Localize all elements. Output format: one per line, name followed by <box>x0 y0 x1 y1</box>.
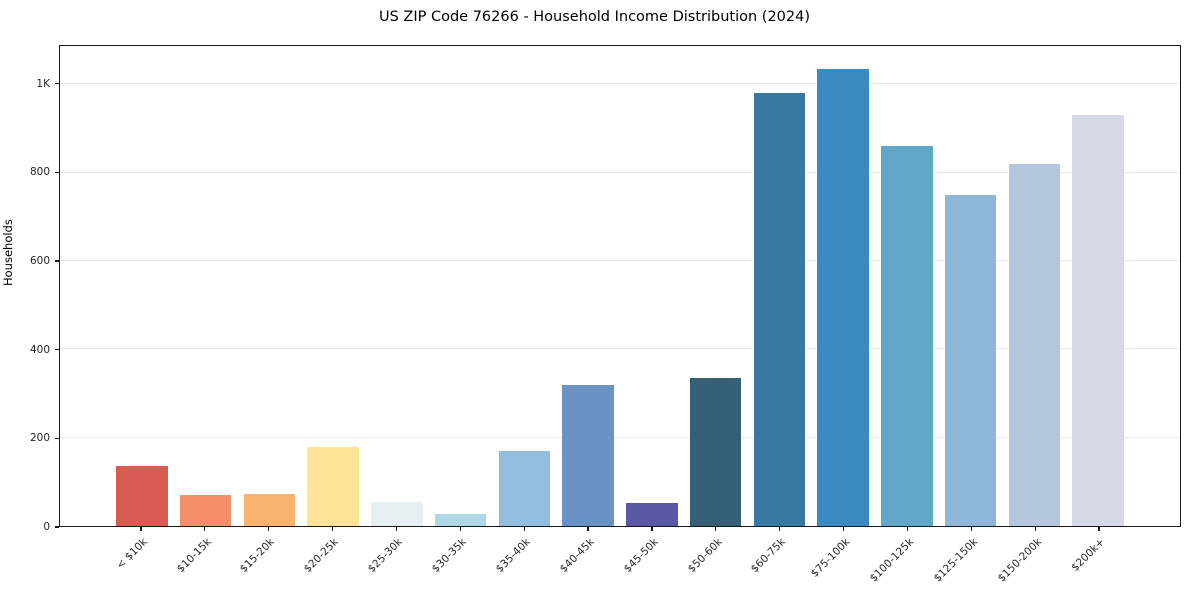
gridline-800 <box>60 171 1180 173</box>
y-tick-mark <box>55 526 59 528</box>
bar-slot <box>684 46 748 526</box>
x-tick-label: $125-150k <box>931 536 980 585</box>
x-tick-mark <box>587 527 589 531</box>
bar-slot <box>238 46 302 526</box>
bar-slot <box>1066 46 1130 526</box>
bar-slot <box>365 46 429 526</box>
bar-slot <box>110 46 174 526</box>
x-tick-label: $10-15k <box>174 536 214 576</box>
x-tick-mark <box>715 527 717 531</box>
bar <box>307 446 359 526</box>
x-tick-mark <box>842 527 845 531</box>
x-tick-label: $30-35k <box>429 536 469 576</box>
x-tick-label: $50-60k <box>685 536 725 576</box>
x-tick-label: $75-100k <box>808 536 853 580</box>
y-tick-mark <box>55 171 59 173</box>
y-tick-label: 400 <box>29 343 50 356</box>
x-tick-mark <box>331 527 334 531</box>
bar <box>689 378 742 526</box>
x-tick-mark <box>970 527 972 531</box>
x-tick-label: $15-20k <box>238 536 278 576</box>
x-tick-mark <box>459 527 461 531</box>
y-axis-label: Households <box>1 219 15 286</box>
gridline-1K <box>60 83 1180 85</box>
x-tick-mark <box>906 527 909 531</box>
plot-area <box>59 45 1181 527</box>
bar <box>944 194 997 526</box>
y-tick-mark <box>55 260 59 262</box>
x-tick-mark <box>1034 527 1036 531</box>
bars-row <box>110 46 1130 526</box>
x-tick-label: < $10k <box>113 536 150 572</box>
bar-slot <box>748 46 812 526</box>
bar <box>243 494 296 526</box>
y-tick-label: 600 <box>29 254 50 267</box>
x-tick-label: $100-125k <box>867 536 916 585</box>
x-tick-label: $60-75k <box>749 536 789 576</box>
y-tick-mark <box>55 437 59 439</box>
gridline-600 <box>60 260 1180 262</box>
x-tick-label: $45-50k <box>621 536 661 576</box>
bar <box>434 513 487 526</box>
bar-slot <box>811 46 875 526</box>
bar <box>179 495 232 526</box>
bar-slot <box>875 46 939 526</box>
x-tick-mark <box>395 527 398 531</box>
bar <box>498 450 551 526</box>
bar-slot <box>620 46 684 526</box>
bar <box>753 93 806 526</box>
gridline-400 <box>60 348 1180 350</box>
y-tick-label: 1K <box>36 77 50 90</box>
bar <box>881 146 933 526</box>
y-tick-label: 200 <box>29 432 50 445</box>
x-tick-mark <box>140 527 142 531</box>
bar <box>371 501 423 526</box>
x-tick-label: $20-25k <box>301 536 342 576</box>
bar-slot <box>429 46 493 526</box>
y-tick-label: 800 <box>29 166 50 179</box>
bar <box>116 466 168 526</box>
bar-slot <box>301 46 365 526</box>
x-tick-mark <box>779 527 781 531</box>
bar <box>1008 163 1061 526</box>
bar <box>562 384 614 526</box>
x-tick-label: $25-30k <box>365 536 405 576</box>
bar <box>1072 115 1124 526</box>
bar-slot <box>493 46 557 526</box>
bar-slot <box>556 46 620 526</box>
bar <box>817 68 869 526</box>
x-tick-label: $35-40k <box>493 536 533 576</box>
x-tick-label: $200k+ <box>1069 536 1108 574</box>
x-tick-mark <box>268 527 270 531</box>
gridline-200 <box>60 436 1180 438</box>
y-tick-label: 0 <box>43 521 50 533</box>
y-tick-mark <box>55 82 59 85</box>
bar-slot <box>1003 46 1067 526</box>
x-tick-label: $150-200k <box>995 536 1044 585</box>
x-tick-mark <box>204 527 206 531</box>
x-tick-mark <box>1098 527 1100 531</box>
x-tick-label: $40-45k <box>557 536 597 576</box>
bar-slot <box>939 46 1003 526</box>
chart-title: US ZIP Code 76266 - Household Income Dis… <box>378 9 811 25</box>
x-tick-mark <box>651 527 653 531</box>
bar-slot <box>174 46 238 526</box>
x-tick-mark <box>523 527 525 531</box>
bar <box>626 503 678 526</box>
y-tick-mark <box>55 349 59 351</box>
